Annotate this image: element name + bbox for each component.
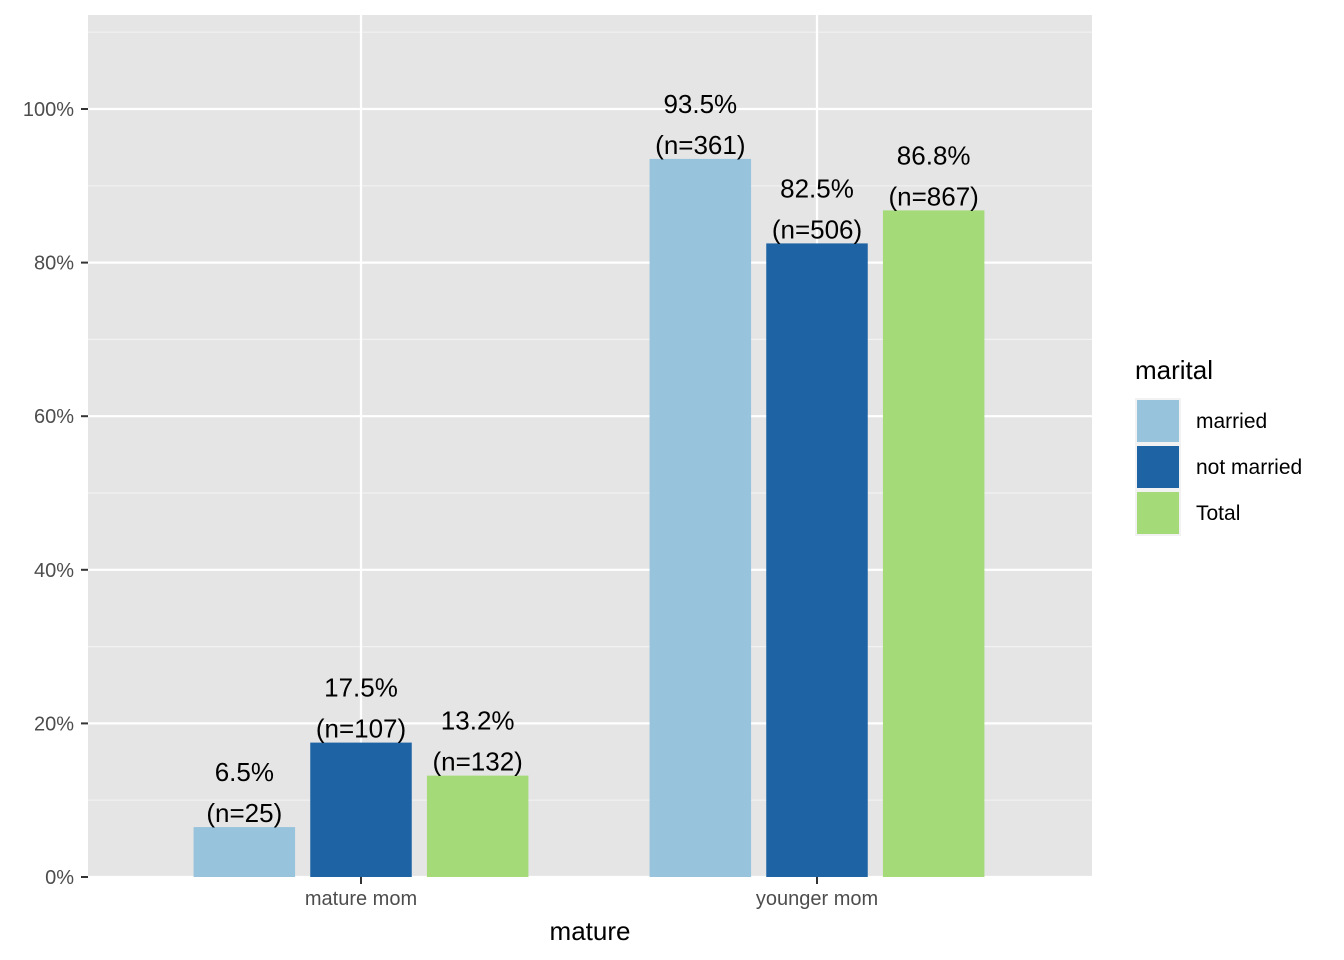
bar-count-label: (n=25) [206,798,282,828]
bar [193,827,296,877]
bar-value-label: 6.5% [215,757,274,787]
bar-count-label: (n=107) [316,714,406,744]
legend-swatch [1137,400,1179,442]
bar-count-label: (n=867) [888,181,978,211]
y-tick-label: 40% [34,560,74,582]
bar-value-label: 86.8% [897,140,971,170]
bar-value-label: 93.5% [663,89,737,119]
legend-label: married [1196,410,1267,433]
legend-title: marital [1135,355,1213,385]
y-tick-label: 20% [34,713,74,735]
x-tick-label: mature mom [305,888,417,910]
bar [426,775,529,877]
y-axis: 0% 20% 40% 60% 80% 100% [23,99,88,889]
legend-label: not married [1196,456,1302,479]
y-tick-label: 100% [23,99,74,121]
bar [882,210,985,878]
bar [766,243,868,877]
x-axis: mature mom younger mom [305,877,878,910]
bar-labels: 6.5% (n=25) 93.5% (n=361) 17.5% (n=107) 82.5% (… [206,89,978,828]
y-tick-label: 0% [45,867,74,889]
bar-count-label: (n=132) [432,747,522,777]
y-tick-label: 60% [34,406,74,428]
legend: marital married not married Total [1135,355,1302,536]
legend-label: Total [1196,502,1240,525]
legend-swatch [1137,492,1179,534]
bar-value-label: 17.5% [324,673,398,703]
bar-count-label: (n=506) [772,214,862,244]
bar [310,742,412,877]
bar-count-label: (n=361) [655,130,745,160]
x-axis-title: mature [550,916,631,946]
bars [193,158,985,878]
legend-swatch [1137,446,1179,488]
y-tick-label: 80% [34,253,74,275]
bar [649,158,752,878]
bar-value-label: 13.2% [441,706,515,736]
bar-value-label: 82.5% [780,173,854,203]
x-tick-label: younger mom [756,888,878,910]
